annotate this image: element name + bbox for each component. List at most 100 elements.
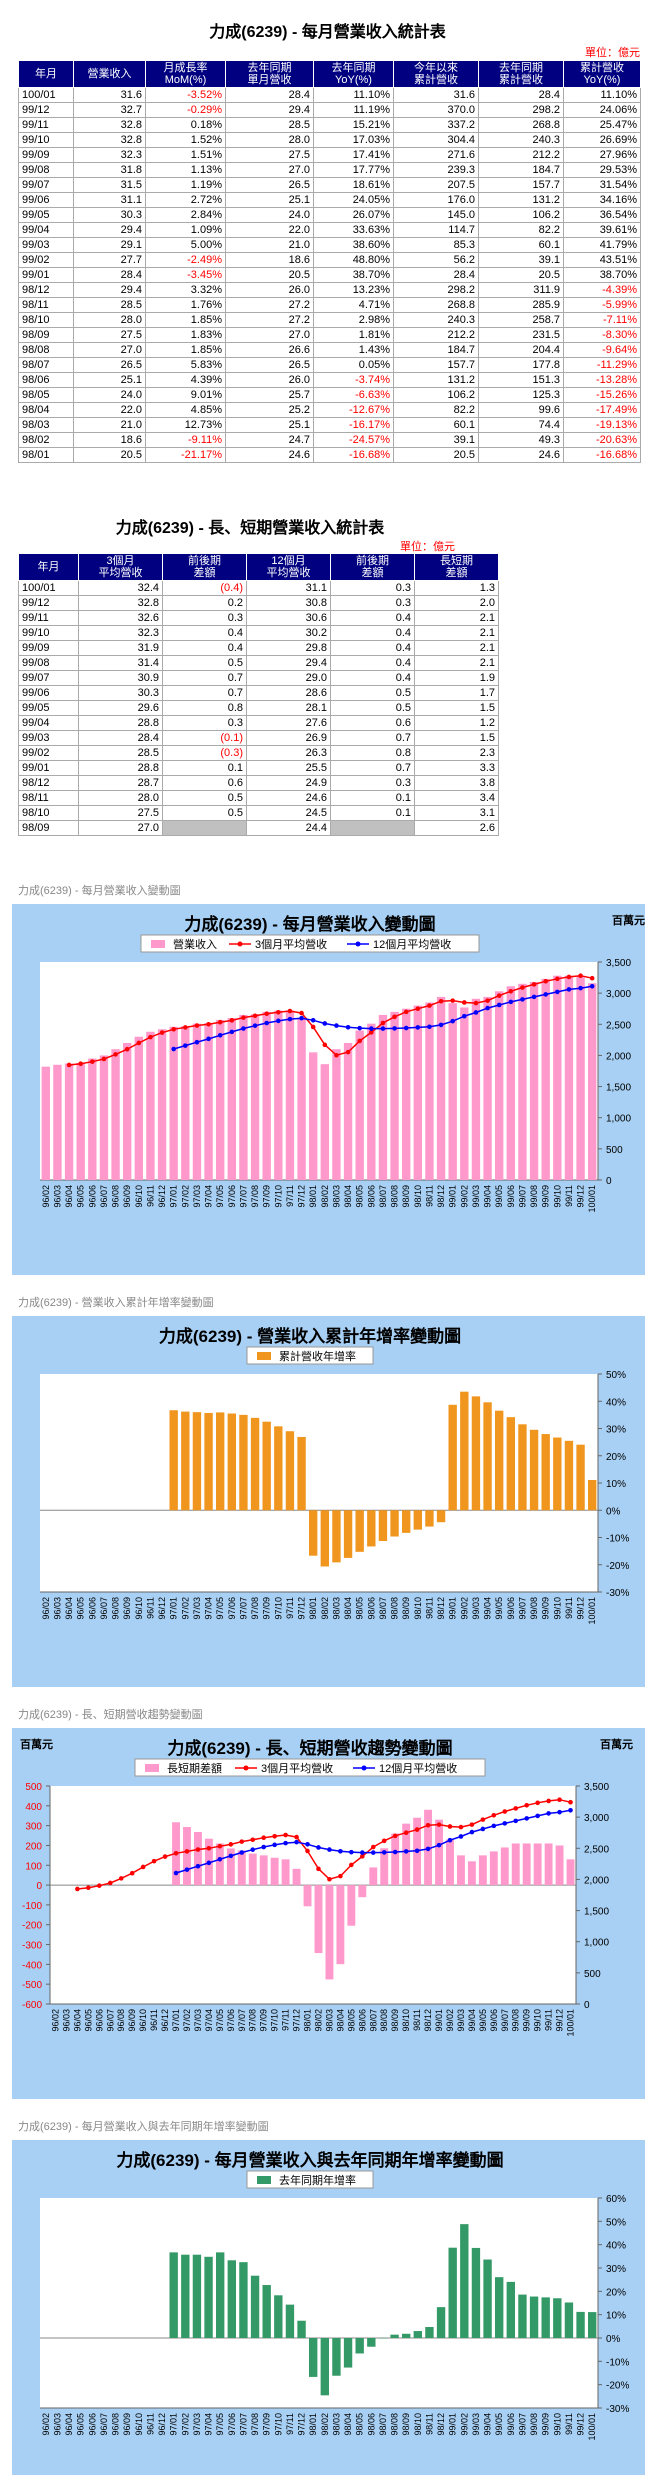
line-marker (78, 1061, 83, 1067)
table-row: 99/03 28.4 (0.1) 26.9 0.7 1.5 (18, 730, 499, 746)
table-cell: 240.3 (393, 312, 479, 328)
table-cell: 0.1 (330, 805, 415, 821)
table-cell: 98/10 (18, 312, 74, 328)
y-tick-label: -20% (606, 1561, 629, 1572)
x-tick-label: 96/03 (52, 1597, 62, 1620)
bar (471, 1396, 481, 1511)
table-cell: 24.6 (225, 447, 314, 463)
table-cell: 4.71% (313, 297, 394, 313)
table-cell: 17.77% (313, 162, 394, 178)
x-tick-label: 97/04 (204, 1597, 214, 1620)
x-tick-label: 97/10 (270, 2009, 280, 2032)
table-cell: 26.6 (225, 342, 314, 358)
table-cell: 29.6 (78, 700, 163, 716)
line-marker (425, 1846, 431, 1852)
table-cell: 20.5 (478, 267, 564, 283)
bar (239, 2262, 248, 2338)
x-tick-label: 98/06 (366, 2413, 376, 2436)
x-tick-label: 97/01 (169, 1597, 179, 1620)
table-cell: 27.5 (73, 327, 146, 343)
chart-title: 力成(6239) - 每月營業收入變動圖 (184, 914, 435, 934)
line-marker (305, 1841, 310, 1847)
line-marker (427, 1024, 432, 1030)
table-cell: 18.6 (225, 252, 314, 268)
line-marker (241, 1015, 246, 1020)
header-text: 累計營收 (499, 74, 543, 86)
line-marker (173, 1850, 179, 1856)
table-cell: 184.7 (393, 342, 479, 358)
bar (588, 983, 597, 1180)
line-marker (316, 1845, 321, 1850)
table-row: 99/05 30.3 2.84% 24.0 26.07% 145.0 106.2 36.54% (18, 207, 641, 223)
table-cell: 31.6 (73, 87, 146, 103)
x-tick-label: 96/03 (61, 2009, 71, 2032)
y-tick-label: 200 (25, 1841, 42, 1852)
bar (529, 2296, 539, 2338)
line-marker (403, 1849, 409, 1854)
table-cell: 0.2 (162, 595, 247, 611)
bar (292, 1868, 301, 1886)
x-tick-label: 97/03 (192, 1597, 202, 1620)
line-marker (513, 1818, 519, 1824)
table-cell: 25.1 (73, 372, 146, 388)
x-tick-label: 99/07 (517, 1597, 527, 1620)
table-row: 99/11 32.8 0.18% 28.5 15.21% 337.2 268.8 25.47% (18, 117, 641, 133)
table-cell: 31.9 (78, 640, 163, 656)
bar (425, 1002, 434, 1180)
line-marker (305, 1848, 310, 1854)
line-marker (557, 1797, 562, 1803)
table-row: 99/10 32.3 0.4 30.2 0.4 2.1 (18, 625, 499, 641)
bar (250, 1417, 260, 1511)
line-marker (380, 1026, 386, 1031)
bar (378, 2337, 388, 2339)
x-tick-label: 98/09 (401, 1597, 411, 1620)
line-marker (239, 1839, 245, 1844)
header-row: 年月 營業收入 月成長率 MoM(%) 去年同期 單月營收 去年同期 YoY(%) 今年以來 累計… (18, 60, 641, 88)
bar (216, 1019, 225, 1180)
table-cell: 29.1 (73, 237, 146, 253)
bar (495, 991, 504, 1180)
bar (529, 1429, 539, 1511)
line-marker (392, 1026, 397, 1031)
x-tick-label: 99/01 (448, 1597, 458, 1620)
x-tick-label: 96/07 (99, 2413, 109, 2436)
legend-swatch (145, 1764, 159, 1772)
x-tick-label: 98/01 (308, 1597, 318, 1620)
table-cell: 30.3 (73, 207, 146, 223)
y-tick-label: 0 (606, 1176, 612, 1187)
bar (239, 1014, 248, 1180)
table-cell: 0.7 (162, 685, 247, 701)
table-cell: 25.7 (225, 387, 314, 403)
line-marker (462, 1013, 467, 1019)
x-tick-label: 99/11 (564, 1597, 574, 1619)
header-cell: 12個月 平均營收 (246, 553, 331, 581)
bar (506, 986, 515, 1180)
bar (285, 2304, 295, 2338)
x-tick-label: 99/07 (517, 2413, 527, 2436)
x-tick-label: 96/07 (105, 2009, 115, 2032)
table-title: 力成(6239) - 每月營業收入統計表 (209, 24, 446, 41)
line-marker (436, 1842, 442, 1848)
line-marker (520, 985, 525, 990)
line-marker (287, 1016, 293, 1022)
x-tick-label: 98/02 (320, 1185, 330, 1208)
line-marker (272, 1842, 277, 1848)
bar (192, 1023, 202, 1180)
line-marker (195, 1847, 201, 1852)
header-text: 平均營收 (98, 567, 143, 579)
x-tick-label: 99/01 (448, 2413, 458, 2436)
table-cell: -9.11% (145, 432, 226, 448)
table-row: 98/03 21.0 12.73% 25.1 -16.17% 60.1 74.4 -19.13… (18, 417, 641, 433)
table-cell: 48.80% (313, 252, 394, 268)
line-marker (436, 1822, 442, 1827)
empty-cell (162, 820, 247, 836)
table-cell: 311.9 (478, 282, 564, 298)
line-marker (543, 992, 548, 997)
bar (541, 2297, 550, 2338)
bar (320, 1064, 329, 1180)
bar (274, 1426, 283, 1511)
table-cell: 28.5 (78, 745, 163, 761)
x-tick-label: 97/04 (204, 1185, 214, 1208)
bar (250, 1014, 260, 1180)
line-marker (124, 1046, 130, 1052)
